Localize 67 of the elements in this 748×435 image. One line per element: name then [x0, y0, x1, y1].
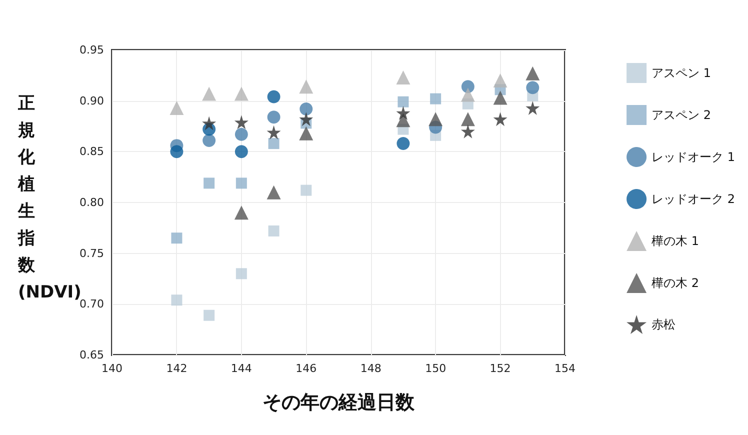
legend-label: アスペン 1: [652, 66, 712, 80]
y-tick-label: 0.85: [80, 145, 104, 158]
point: [234, 115, 248, 130]
point: [234, 128, 248, 141]
y-tick-label: 0.90: [80, 94, 104, 108]
y-tick-label: 0.80: [80, 196, 104, 209]
x-axis-title: その年の経過日数: [262, 392, 416, 414]
point: [236, 178, 247, 189]
point: [300, 102, 313, 116]
point: [266, 125, 281, 140]
point: [267, 110, 280, 124]
point: [493, 112, 508, 126]
x-tick-label: 146: [296, 362, 317, 375]
x-tick-label: 148: [360, 362, 382, 375]
point: [268, 225, 280, 236]
point: [460, 88, 475, 102]
y-tick-label: 0.70: [80, 298, 104, 311]
point: [266, 185, 281, 200]
x-tick-label: 152: [490, 362, 511, 375]
y-axis-title: 正規化植生指数(NDVI): [17, 94, 82, 302]
point: [171, 294, 182, 306]
y-tick-label: 0.95: [80, 44, 104, 56]
point: [526, 81, 540, 94]
point: [428, 112, 443, 126]
x-tick-label: 142: [166, 362, 188, 375]
point: [396, 106, 410, 120]
point: [268, 138, 280, 150]
legend-label: 樺の木 2: [652, 276, 700, 290]
point: [267, 90, 280, 104]
x-tick-label: 154: [554, 362, 576, 375]
point: [202, 134, 216, 147]
point: [300, 184, 312, 196]
point: [202, 86, 216, 101]
legend-label: レッドオーク 2: [652, 192, 736, 206]
point: [398, 96, 409, 108]
point: [234, 86, 248, 101]
x-tick-label: 140: [102, 362, 122, 375]
x-tick-label: 144: [230, 362, 252, 375]
point: [299, 112, 314, 126]
point: [202, 116, 216, 130]
y-tick-label: 0.65: [80, 348, 104, 362]
legend-label: 赤松: [652, 317, 676, 332]
point: [170, 145, 184, 158]
point: [460, 124, 475, 138]
legend-label: レッドオーク 1: [652, 150, 736, 164]
point: [396, 70, 410, 84]
point: [299, 80, 314, 94]
point: [396, 137, 410, 150]
point: [234, 206, 248, 220]
legend-label: アスペン 2: [652, 108, 712, 122]
point: [526, 100, 540, 115]
point: [493, 90, 508, 105]
point: [461, 80, 474, 94]
point: [493, 74, 508, 88]
point: [460, 112, 475, 126]
x-tick-label: 150: [425, 362, 446, 375]
y-tick-label: 0.75: [80, 246, 104, 260]
point: [234, 145, 248, 158]
point: [236, 268, 247, 280]
point: [299, 126, 314, 140]
point: [171, 232, 182, 244]
point: [170, 100, 184, 115]
point: [430, 93, 442, 104]
legend-label: 樺の木 1: [652, 234, 700, 248]
point: [204, 178, 215, 189]
point: [204, 310, 215, 321]
point: [526, 66, 540, 80]
